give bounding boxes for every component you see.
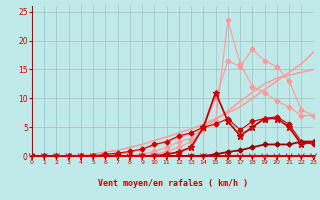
X-axis label: Vent moyen/en rafales ( km/h ): Vent moyen/en rafales ( km/h ): [98, 179, 248, 188]
